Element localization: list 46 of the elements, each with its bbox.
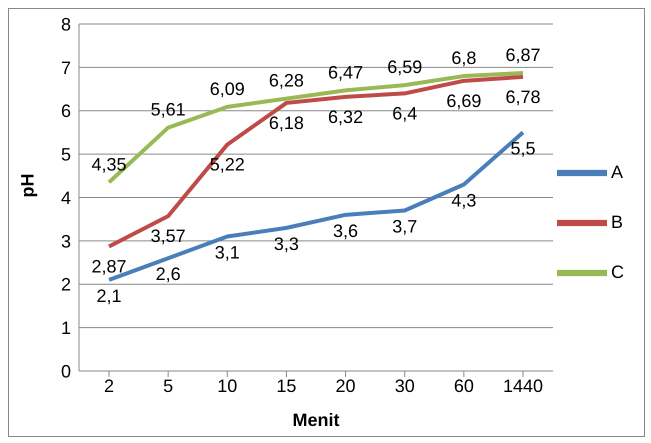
x-axis-title: Menit — [292, 410, 340, 430]
data-label: 6,78 — [505, 86, 541, 107]
data-label: 4,3 — [451, 190, 476, 210]
data-label: 2,87 — [91, 256, 127, 277]
data-label: 3,6 — [333, 220, 358, 241]
data-label: 6,8 — [451, 48, 476, 68]
x-tick-label: 1440 — [502, 376, 544, 396]
x-tick-label: 60 — [454, 376, 474, 396]
data-label: 3,3 — [274, 234, 299, 254]
data-label: 6,09 — [210, 78, 245, 99]
data-label: 3,7 — [392, 216, 418, 237]
data-label: 6,18 — [268, 112, 304, 133]
legend-label: A — [611, 161, 624, 182]
data-label: 4,35 — [91, 154, 127, 174]
data-label: 6,28 — [268, 70, 304, 91]
x-tick-label: 2 — [104, 376, 114, 396]
data-label: 2,1 — [96, 286, 122, 306]
data-label: 6,87 — [505, 45, 541, 66]
x-tick-label: 10 — [217, 376, 238, 396]
x-tick-label: 5 — [163, 376, 174, 396]
y-tick-label: 5 — [60, 144, 71, 165]
y-tick-label: 6 — [60, 101, 71, 122]
data-label: 3,57 — [150, 226, 186, 246]
data-label: 6,59 — [387, 57, 422, 78]
data-label: 5,61 — [150, 100, 186, 120]
data-label: 5,5 — [510, 138, 536, 158]
y-tick-label: 3 — [60, 231, 71, 252]
y-tick-label: 2 — [60, 274, 71, 295]
legend-label: C — [611, 261, 624, 282]
legend-label: B — [611, 211, 624, 232]
y-tick-label: 8 — [60, 14, 71, 34]
x-tick-label: 20 — [336, 376, 356, 396]
y-tick-label: 7 — [60, 58, 71, 78]
data-label: 6,69 — [446, 90, 482, 111]
y-axis-title: pH — [17, 174, 38, 198]
data-label: 3,1 — [214, 242, 240, 263]
x-tick-label: 30 — [394, 376, 415, 396]
data-label: 5,22 — [210, 154, 245, 175]
y-tick-label: 4 — [60, 188, 71, 208]
y-tick-label: 0 — [60, 361, 71, 382]
y-tick-label: 1 — [60, 318, 71, 338]
data-label: 6,4 — [392, 103, 418, 124]
data-label: 2,6 — [156, 264, 181, 284]
x-tick-label: 15 — [276, 376, 296, 396]
data-label: 6,32 — [328, 106, 364, 127]
data-label: 6,47 — [328, 62, 364, 82]
